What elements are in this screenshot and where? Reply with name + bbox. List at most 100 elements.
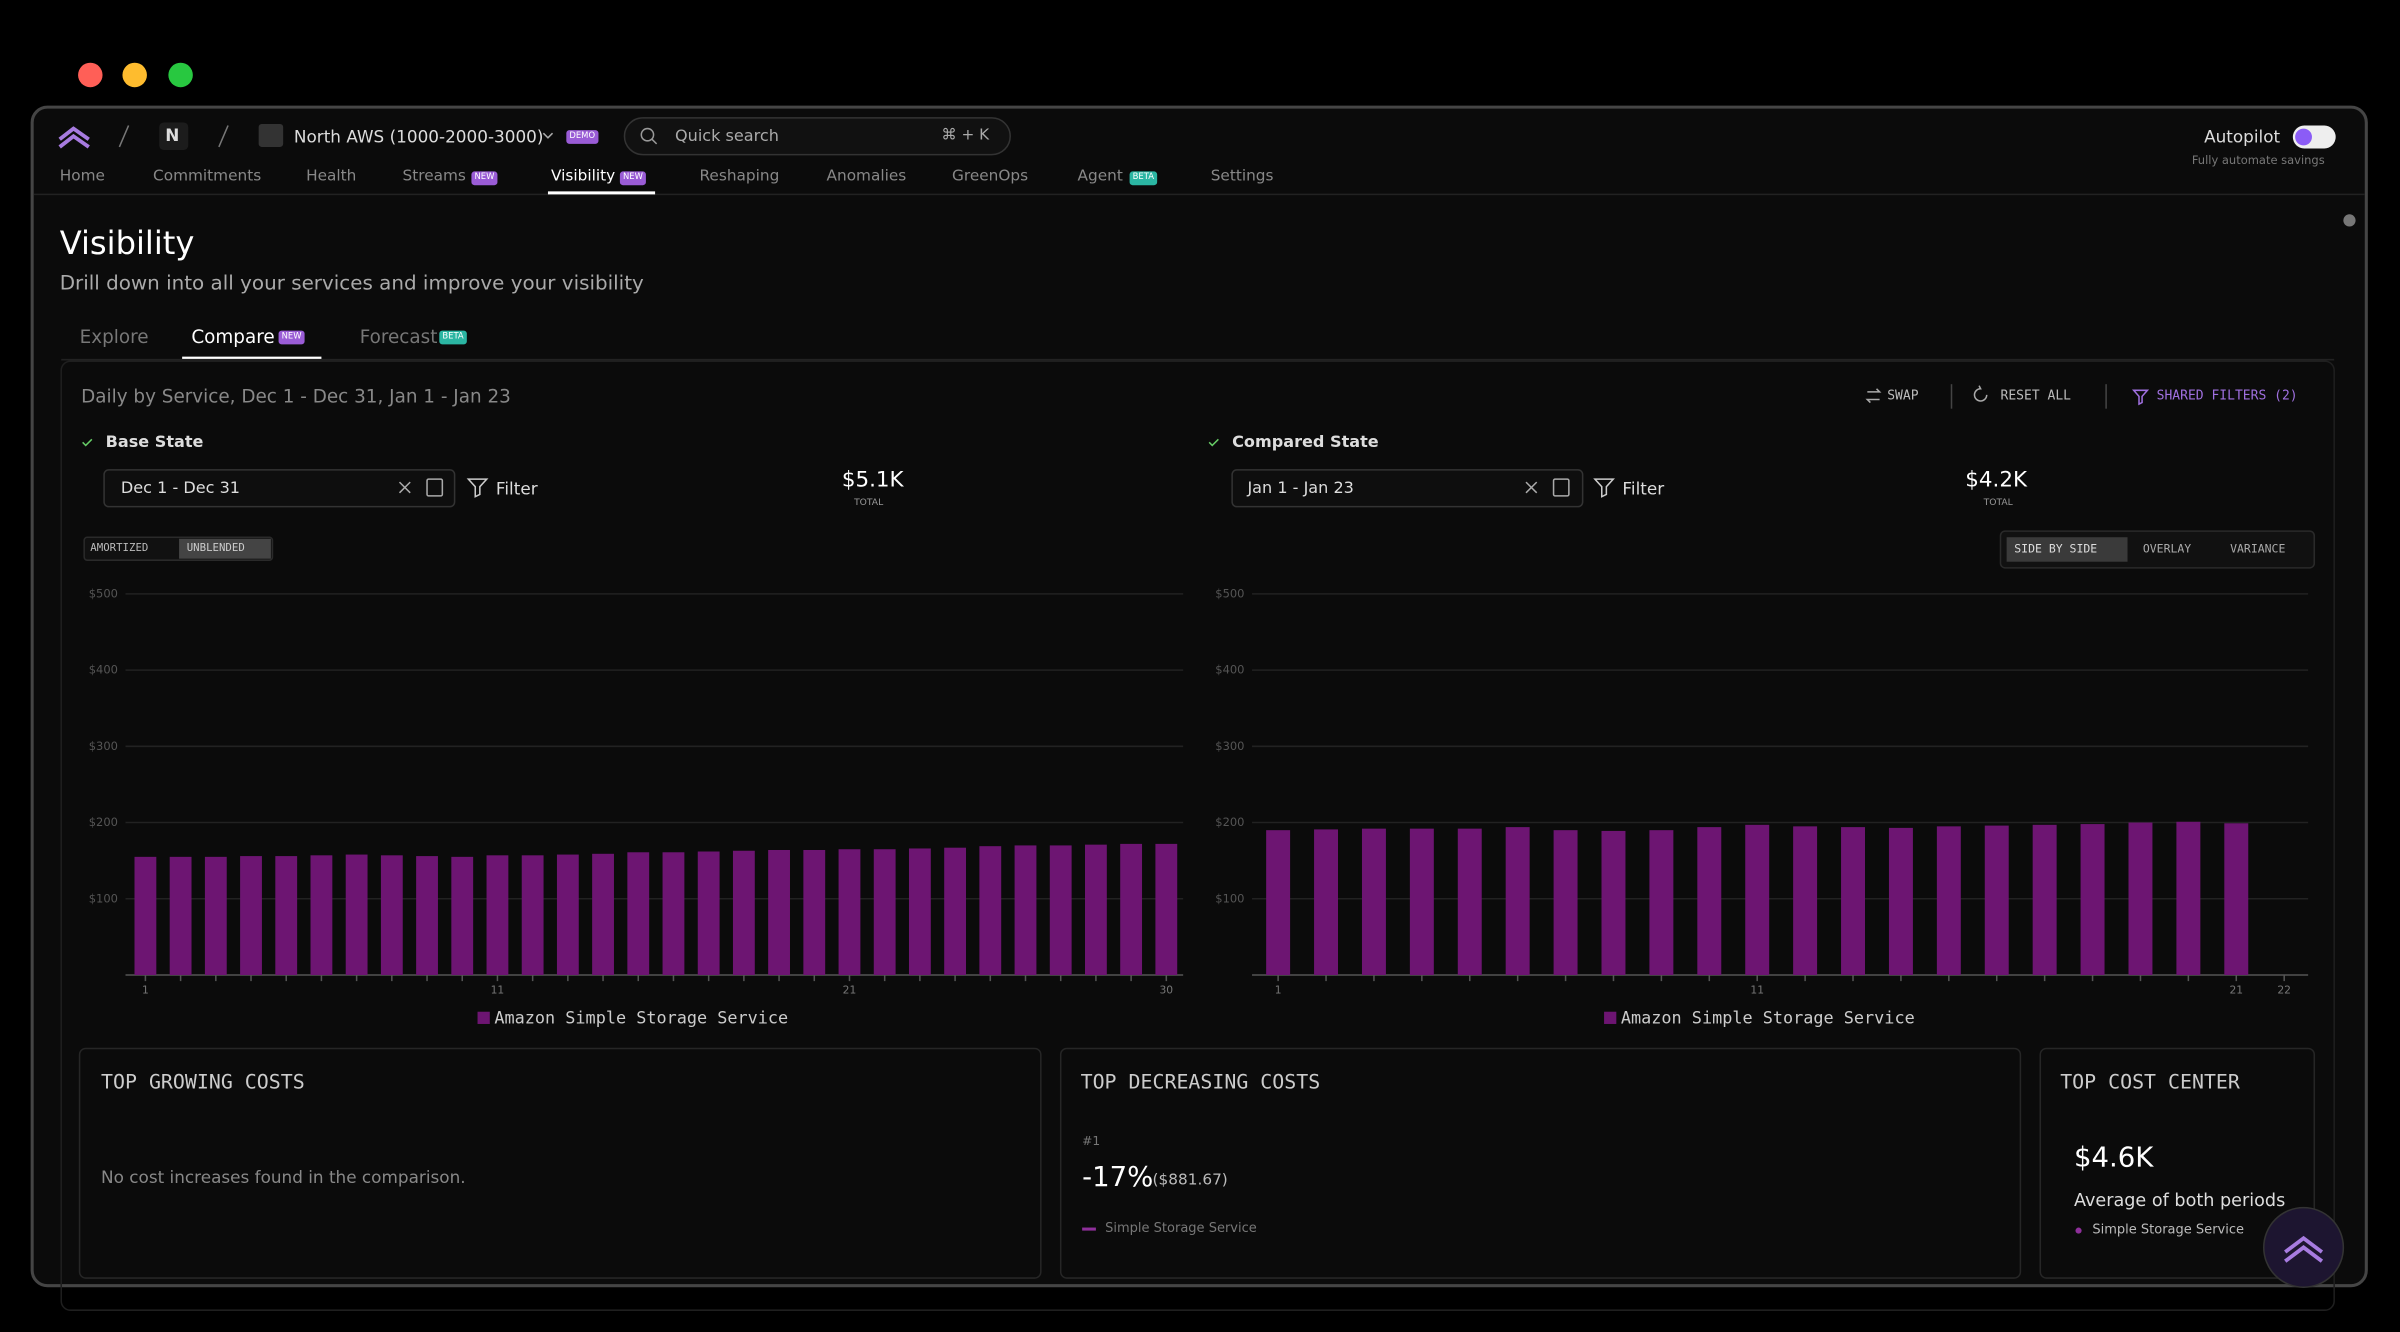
filter[interactable]: Filter [1622,479,1665,499]
bar [345,854,368,975]
note: Average of both periods [2073,1189,2286,1211]
x-tick-label: 11 [491,983,505,996]
filter[interactable]: Filter [495,479,538,499]
bar [1084,844,1107,975]
subtab[interactable]: Forecast [359,326,438,348]
y-tick-label: $200 [1215,815,1244,829]
state-label: Base State [105,433,204,452]
nav-tab[interactable]: Home [59,168,105,186]
nav-tab[interactable]: Anomalies [826,168,907,186]
y-tick-label: $200 [89,815,118,829]
rank: #1 [1082,1134,1101,1148]
service: Simple Storage Service [1105,1221,1257,1237]
bar [803,849,826,975]
y-tick-label: $400 [1215,663,1244,677]
cost-type[interactable]: UNBLENDED [186,541,245,555]
bar [1793,826,1818,975]
bar [662,852,685,975]
bar [627,852,650,975]
view-option[interactable]: SIDE BY SIDE [2014,541,2098,556]
cost-type[interactable]: AMORTIZED [90,541,149,555]
nav-tab[interactable]: Commitments [153,168,262,186]
subtab[interactable]: Explore [79,326,149,348]
bar [908,848,931,975]
bar [451,856,474,975]
bar [521,855,544,975]
bar [1936,826,1961,975]
view-option[interactable]: VARIANCE [2230,541,2286,556]
nav-tab[interactable]: GreenOps [952,168,1029,186]
x-tick-label: 22 [2277,983,2291,996]
bar [310,855,333,975]
date-range[interactable]: Jan 1 - Jan 23 [1247,479,1354,498]
service: Simple Storage Service [2092,1222,2245,1239]
bar [592,853,614,975]
total-label: TOTAL [1983,497,2013,509]
y-tick-label: $500 [1215,586,1244,600]
subtab[interactable]: Compare [191,326,275,348]
y-tick-label: $400 [89,663,118,677]
bar [2128,822,2153,975]
bar [134,856,157,975]
badge: DEMO [566,130,599,144]
y-tick-label: $100 [89,891,118,905]
bar [2032,824,2057,975]
nav-tab[interactable]: Visibility [551,168,616,186]
bar [204,856,227,975]
nav-tab[interactable]: Agent [1077,168,1123,186]
badge: NEW [278,330,305,345]
total: $5.1K [841,468,904,493]
bar [1697,827,1722,975]
view-option[interactable]: OVERLAY [2142,541,2192,556]
nav-tab[interactable]: Settings [1210,168,1274,186]
bar [979,846,1002,975]
search[interactable]: Quick search [674,127,779,146]
x-tick-label: 1 [142,983,149,996]
bar [1014,845,1037,975]
bar [1841,827,1865,975]
bar [1314,829,1339,975]
y-tick-label: $100 [1215,891,1244,905]
bar [1049,845,1072,975]
swap[interactable]: SWAP [1887,388,1919,405]
autopilot[interactable]: Autopilot [2204,127,2281,147]
legend-label: Amazon Simple Storage Service [494,1008,788,1028]
bar [2176,821,2201,975]
bar [240,856,262,975]
change: -17% [1082,1161,1154,1194]
bar [1649,830,1674,975]
y-tick-label: $300 [1215,739,1244,753]
date-range[interactable]: Dec 1 - Dec 31 [120,479,241,498]
page-title: Visibility [59,224,195,262]
bar [1984,825,2009,975]
bar [1745,824,1770,975]
state-label: Compared State [1232,433,1379,452]
bar [1505,827,1530,975]
shared-filters[interactable]: SHARED FILTERS (2) [2156,388,2298,405]
bar [732,850,755,975]
bar [2224,823,2249,975]
bar [768,849,790,975]
legend-label: Amazon Simple Storage Service [1621,1008,1915,1028]
nav-tab[interactable]: Health [306,168,357,186]
bar [169,856,192,975]
bar [697,851,720,975]
account[interactable]: North AWS (1000-2000-3000) [293,127,544,147]
card-title: TOP DECREASING COSTS [1080,1071,1321,1095]
x-tick-label: 11 [1750,983,1764,996]
x-tick-label: 30 [1160,983,1174,996]
total-label: TOTAL [854,497,884,509]
org[interactable]: N [165,125,180,146]
bar [556,854,579,975]
nav-tab[interactable]: Streams [402,168,466,186]
nav-tab[interactable]: Reshaping [699,168,780,186]
bar [380,855,403,975]
total: $4.2K [1965,468,2028,493]
panel-heading: Daily by Service, Dec 1 - Dec 31, Jan 1 … [81,385,511,408]
bar [944,847,967,975]
reset-all[interactable]: RESET ALL [2000,388,2071,405]
